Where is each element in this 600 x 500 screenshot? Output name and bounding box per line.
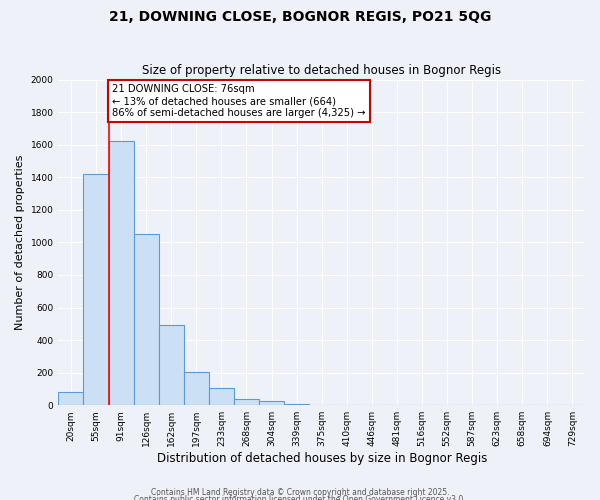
- Text: Contains HM Land Registry data © Crown copyright and database right 2025.: Contains HM Land Registry data © Crown c…: [151, 488, 449, 497]
- Bar: [209, 388, 234, 405]
- Bar: [184, 372, 209, 405]
- Bar: [159, 326, 184, 405]
- Text: Contains public sector information licensed under the Open Government Licence v3: Contains public sector information licen…: [134, 496, 466, 500]
- Bar: [58, 392, 83, 405]
- Bar: [134, 234, 159, 405]
- Bar: [109, 142, 134, 405]
- Bar: [284, 404, 309, 405]
- Bar: [259, 401, 284, 405]
- X-axis label: Distribution of detached houses by size in Bognor Regis: Distribution of detached houses by size …: [157, 452, 487, 465]
- Text: 21, DOWNING CLOSE, BOGNOR REGIS, PO21 5QG: 21, DOWNING CLOSE, BOGNOR REGIS, PO21 5Q…: [109, 10, 491, 24]
- Bar: [83, 174, 109, 405]
- Text: 21 DOWNING CLOSE: 76sqm
← 13% of detached houses are smaller (664)
86% of semi-d: 21 DOWNING CLOSE: 76sqm ← 13% of detache…: [112, 84, 366, 117]
- Title: Size of property relative to detached houses in Bognor Regis: Size of property relative to detached ho…: [142, 64, 501, 77]
- Y-axis label: Number of detached properties: Number of detached properties: [15, 154, 25, 330]
- Bar: [234, 398, 259, 405]
